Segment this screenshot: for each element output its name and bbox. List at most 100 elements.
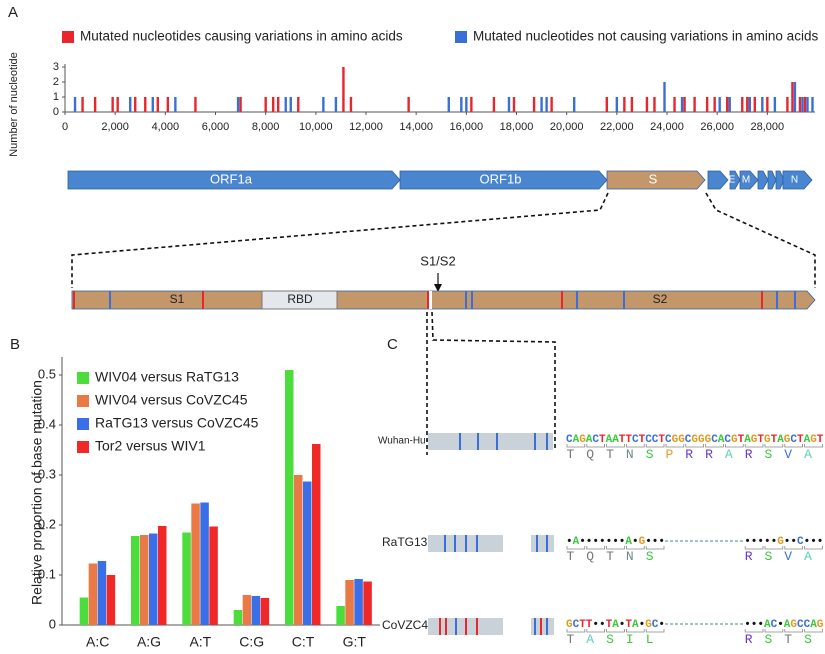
bar (773, 97, 777, 112)
bar (791, 82, 794, 112)
codon-bracket (764, 546, 784, 550)
bar (131, 536, 140, 625)
bar (297, 97, 300, 112)
bar (166, 97, 170, 112)
gene-block (729, 170, 741, 190)
legend-swatch (455, 31, 467, 43)
bar (303, 481, 312, 625)
bar (532, 97, 536, 112)
y-tick-label: 0.4 (38, 416, 56, 431)
legend-label: WIV04 versus RaTG13 (95, 369, 239, 385)
bar (191, 503, 200, 625)
bar (673, 97, 676, 112)
domain-label: RBD (287, 292, 313, 306)
bar (713, 97, 716, 112)
nucleotide-seq: •••••G••C••• (744, 536, 823, 548)
codon-bracket (764, 444, 784, 448)
codon-bracket (566, 629, 586, 633)
bar (663, 82, 666, 112)
sequence-name: RaTG13 (382, 535, 428, 549)
cleavage-box (427, 291, 432, 309)
bar (761, 97, 764, 112)
sequence-name: CoVZC45 (382, 618, 435, 632)
x-tick-label: 22,000 (600, 121, 634, 133)
bar (766, 97, 769, 112)
gene-block (739, 170, 759, 190)
bar (512, 97, 516, 112)
bar (753, 97, 756, 112)
bar (342, 67, 345, 112)
bar (550, 97, 553, 112)
x-tick-label: 16,000 (450, 121, 484, 133)
bar (236, 97, 240, 112)
bar (726, 97, 729, 112)
codon-bracket (744, 444, 764, 448)
codon-bracket (804, 444, 823, 448)
codon-bracket (645, 444, 665, 448)
cleavage-label: S1/S2 (420, 253, 455, 268)
legend-label: RaTG13 versus CoVZC45 (95, 415, 259, 431)
bar (156, 97, 160, 112)
bar (140, 535, 149, 625)
bar (242, 595, 252, 625)
gene-label: S (649, 171, 658, 186)
codon-bracket (685, 444, 704, 448)
bar (264, 97, 267, 112)
panel-label: A (8, 4, 18, 21)
bar (285, 370, 294, 625)
codon-bracket (784, 444, 803, 448)
y-tick-label: 1 (53, 91, 59, 103)
bar (182, 532, 191, 625)
bar (728, 97, 731, 112)
y-tick-label: 3 (53, 61, 59, 73)
x-tick-label: 24,000 (650, 121, 684, 133)
x-tick-label: C:T (292, 634, 315, 650)
codon-bracket (626, 546, 645, 550)
codon-bracket (705, 444, 724, 448)
legend-swatch (77, 441, 89, 453)
x-tick-label: 26,000 (700, 121, 734, 133)
bar (630, 97, 634, 112)
bar (345, 580, 354, 625)
spike-bar (71, 290, 816, 310)
bar (693, 97, 696, 112)
bar (106, 575, 116, 625)
codon-bracket (566, 546, 586, 550)
legend-label: Tor2 versus WIV1 (95, 438, 206, 454)
x-tick-label: 28,000 (751, 121, 785, 133)
codon-bracket (784, 629, 803, 633)
panel-label: B (10, 336, 20, 353)
bar (260, 598, 270, 625)
gene-label: M (742, 175, 750, 186)
codon-bracket (586, 546, 605, 550)
sequence-bar (531, 618, 554, 635)
x-tick-label: 4,000 (152, 121, 180, 133)
bar (334, 97, 338, 112)
bar (151, 97, 154, 112)
bar (407, 97, 410, 112)
codon-bracket (804, 629, 823, 633)
bar (312, 444, 321, 625)
codon-bracket (744, 629, 764, 633)
connectors (71, 192, 816, 455)
sequence-bar (531, 535, 554, 552)
codon-bracket (626, 629, 645, 633)
bar (73, 97, 77, 112)
bar (239, 97, 242, 112)
gene-block (67, 170, 401, 190)
bar (798, 97, 802, 112)
y-tick-label: 0.3 (38, 466, 56, 481)
x-tick-label: 10,000 (299, 121, 333, 133)
bar (271, 97, 275, 112)
codon-bracket (566, 444, 586, 448)
orf-block (775, 170, 785, 190)
x-tick-label: A:T (189, 634, 211, 650)
x-tick-label: 0 (62, 121, 68, 133)
legend-swatch (77, 418, 89, 430)
gene-label: ORF1b (480, 171, 522, 186)
codon-bracket (645, 629, 665, 633)
codon-bracket (606, 546, 625, 550)
bar (349, 97, 353, 112)
